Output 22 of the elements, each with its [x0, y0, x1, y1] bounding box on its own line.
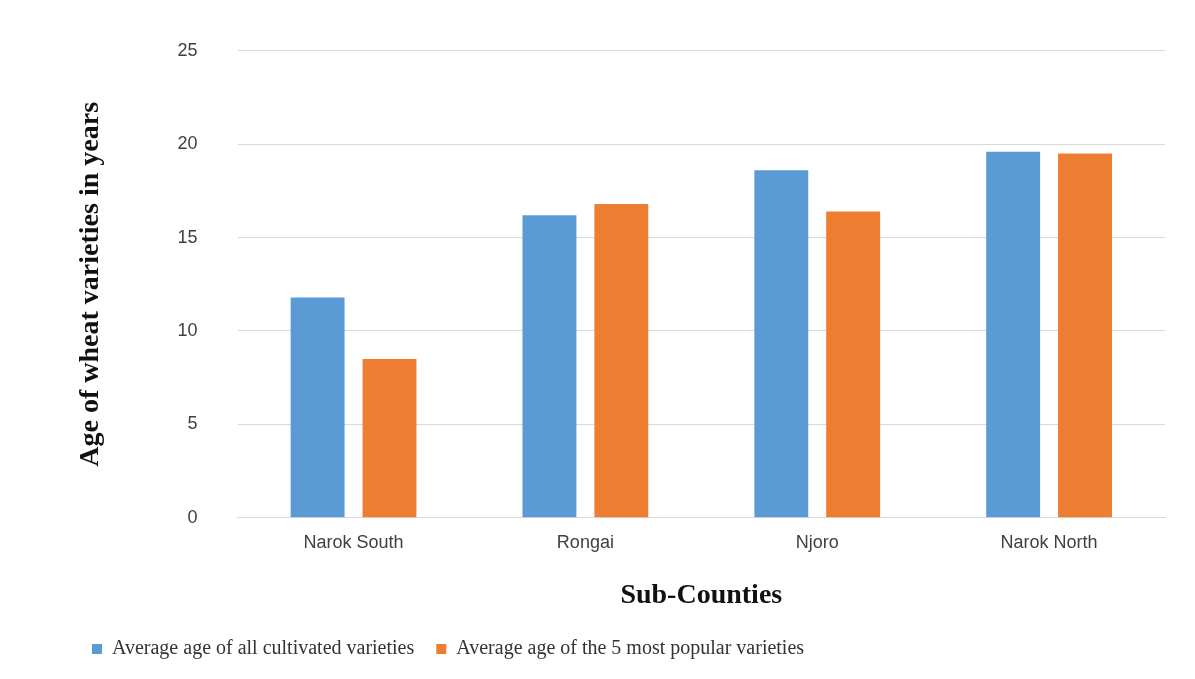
bar: [522, 215, 577, 518]
x-tick-label: Narok South: [303, 531, 404, 552]
bar: [594, 203, 649, 518]
y-tick-label: 0: [187, 506, 198, 527]
legend-label: Average age of the 5 most popular varieties: [456, 636, 805, 660]
x-tick-label: Narok North: [1000, 531, 1098, 552]
y-tick-label: 10: [177, 319, 198, 340]
x-axis-title: Sub-Counties: [620, 578, 783, 610]
legend-label: Average age of all cultivated varieties: [112, 636, 415, 660]
y-tick-label: 25: [177, 39, 198, 60]
y-tick-label: 20: [177, 133, 198, 154]
x-tick-label: Njoro: [795, 531, 839, 552]
y-tick-label: 5: [187, 413, 198, 434]
bar: [1058, 153, 1112, 518]
x-tick-label: Rongai: [556, 531, 614, 552]
bar: [290, 297, 345, 518]
bar: [754, 170, 809, 518]
bar: [362, 359, 417, 518]
y-tick-label: 15: [177, 226, 198, 247]
y-axis-title: Age of wheat varieties in years: [73, 101, 105, 467]
bar: [826, 211, 881, 518]
bar: [986, 151, 1041, 518]
